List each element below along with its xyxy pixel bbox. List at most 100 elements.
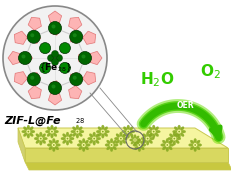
Circle shape [27, 30, 40, 43]
Ellipse shape [22, 130, 26, 133]
Ellipse shape [177, 134, 180, 138]
Polygon shape [70, 33, 80, 43]
Polygon shape [31, 33, 40, 43]
Circle shape [55, 54, 62, 61]
Ellipse shape [149, 137, 154, 140]
Circle shape [133, 138, 136, 142]
Circle shape [59, 43, 70, 54]
Ellipse shape [39, 141, 42, 145]
Circle shape [81, 54, 85, 59]
Ellipse shape [195, 146, 199, 150]
Circle shape [66, 138, 68, 139]
Polygon shape [50, 25, 60, 35]
Circle shape [69, 30, 82, 43]
Ellipse shape [82, 138, 85, 143]
Circle shape [27, 73, 40, 86]
Circle shape [138, 144, 140, 146]
Circle shape [48, 22, 61, 35]
Ellipse shape [148, 134, 152, 137]
Ellipse shape [168, 146, 171, 150]
Circle shape [93, 138, 95, 139]
Ellipse shape [78, 127, 82, 130]
Ellipse shape [76, 125, 78, 129]
Polygon shape [18, 128, 227, 148]
Circle shape [145, 136, 149, 141]
Circle shape [51, 131, 53, 132]
Ellipse shape [167, 137, 172, 140]
Ellipse shape [173, 133, 177, 136]
Ellipse shape [165, 147, 168, 152]
Circle shape [118, 136, 123, 141]
Ellipse shape [104, 130, 109, 133]
Ellipse shape [129, 139, 133, 141]
Circle shape [173, 138, 174, 139]
Ellipse shape [116, 134, 119, 137]
Ellipse shape [87, 137, 92, 140]
Ellipse shape [70, 130, 75, 133]
Ellipse shape [123, 127, 127, 130]
Ellipse shape [27, 125, 30, 129]
Ellipse shape [36, 134, 40, 137]
Ellipse shape [133, 142, 136, 146]
Ellipse shape [116, 140, 119, 143]
Ellipse shape [92, 141, 95, 145]
Ellipse shape [79, 146, 82, 150]
Ellipse shape [72, 133, 76, 136]
Ellipse shape [148, 140, 152, 143]
Ellipse shape [119, 141, 122, 145]
Circle shape [26, 129, 30, 134]
Ellipse shape [29, 127, 33, 130]
Circle shape [192, 143, 197, 147]
Ellipse shape [47, 133, 51, 136]
Ellipse shape [92, 132, 95, 136]
Circle shape [51, 143, 56, 147]
Ellipse shape [85, 144, 90, 146]
Ellipse shape [47, 127, 51, 130]
Ellipse shape [172, 130, 176, 133]
Ellipse shape [79, 130, 84, 133]
Ellipse shape [122, 137, 127, 140]
Ellipse shape [134, 146, 138, 150]
Circle shape [59, 62, 70, 73]
Ellipse shape [136, 139, 140, 141]
Ellipse shape [62, 140, 66, 143]
Ellipse shape [129, 127, 133, 130]
Ellipse shape [95, 140, 99, 143]
Ellipse shape [39, 132, 42, 136]
Ellipse shape [169, 140, 172, 143]
Ellipse shape [112, 140, 116, 144]
Text: H$_2$O: H$_2$O [139, 71, 174, 89]
Ellipse shape [50, 125, 53, 129]
Circle shape [3, 6, 106, 110]
Ellipse shape [135, 136, 139, 139]
Circle shape [51, 59, 58, 66]
Ellipse shape [148, 133, 152, 136]
Ellipse shape [89, 134, 93, 137]
Circle shape [47, 54, 54, 61]
Ellipse shape [148, 127, 152, 130]
Ellipse shape [105, 144, 109, 146]
Ellipse shape [126, 125, 129, 129]
Ellipse shape [193, 147, 196, 152]
Circle shape [48, 81, 61, 94]
Ellipse shape [142, 134, 146, 137]
Circle shape [30, 33, 34, 37]
Text: $\{$Fe$_{28}\}$: $\{$Fe$_{28}\}$ [38, 62, 71, 74]
Text: O$_2$: O$_2$ [199, 63, 220, 81]
Ellipse shape [122, 134, 125, 137]
Ellipse shape [45, 130, 50, 133]
Polygon shape [82, 31, 95, 44]
Ellipse shape [101, 125, 104, 129]
Ellipse shape [66, 132, 69, 136]
Circle shape [81, 143, 86, 147]
Circle shape [40, 62, 50, 73]
Polygon shape [70, 73, 80, 83]
Ellipse shape [177, 125, 180, 129]
Ellipse shape [142, 140, 146, 143]
Ellipse shape [152, 125, 154, 129]
Circle shape [30, 76, 34, 80]
Polygon shape [50, 81, 60, 91]
Ellipse shape [110, 138, 112, 143]
Ellipse shape [130, 136, 134, 139]
Polygon shape [28, 17, 41, 30]
